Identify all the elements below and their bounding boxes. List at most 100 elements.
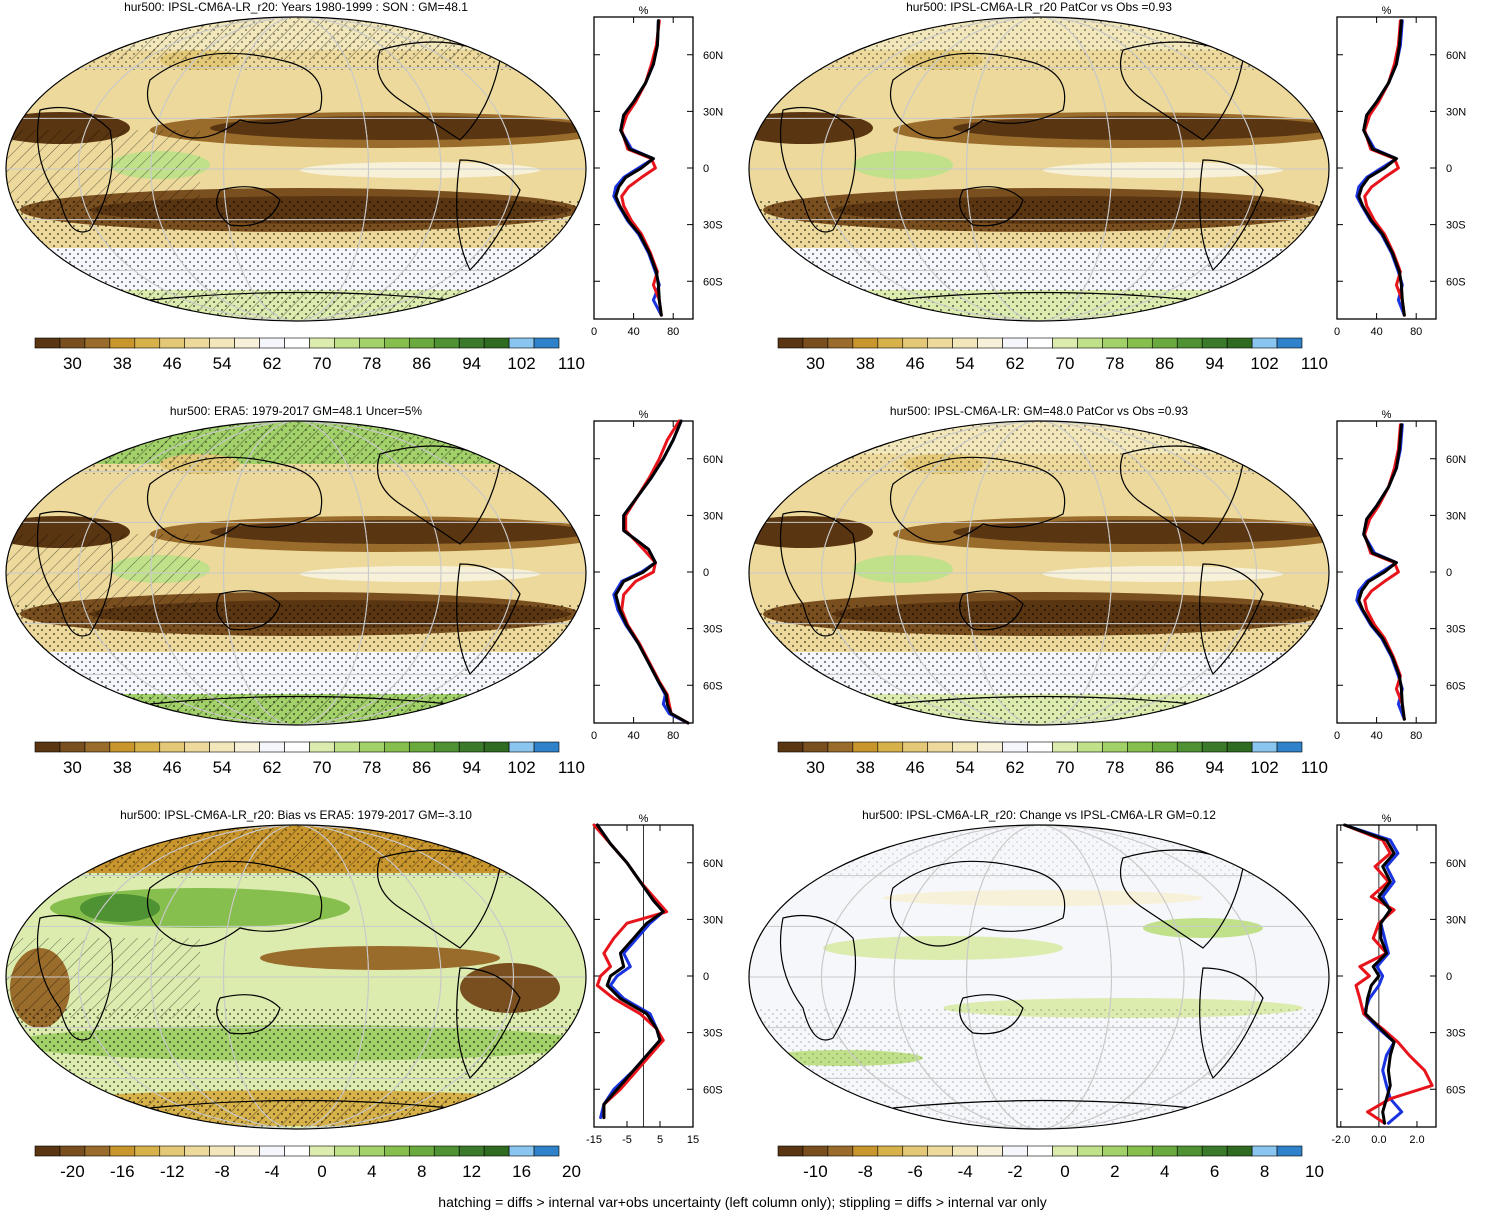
colorbar-swatch	[952, 741, 978, 753]
panel-graphics: -20 -16 -12 -8 -4 0 4 8 12 16 20%60N30N030S60S-15-…	[5, 813, 723, 1181]
colorbar-label: 12	[462, 1162, 481, 1181]
colorbar-label: 110	[558, 758, 585, 777]
colorbar-swatch	[259, 741, 285, 753]
profile-x-tick-label: 40	[627, 730, 639, 742]
colorbar-swatch	[508, 741, 535, 753]
colorbar-swatch	[927, 741, 953, 753]
profile-unit: %	[639, 813, 649, 825]
map-panel-2: hur500: IPSL-CM6A-LR_r20 PatCor vs Obs =…	[743, 0, 1485, 404]
colorbar-label: 102	[1250, 758, 1278, 777]
colorbar-label: -8	[858, 1162, 873, 1181]
colorbar-swatch	[334, 337, 360, 349]
colorbar-swatch	[852, 741, 879, 753]
map-panel-3: hur500: ERA5: 1979-2017 GM=48.1 Uncer=5%…	[0, 404, 742, 808]
zonal-profile: % 60N 30N 0 30S 60S 0 40 80	[591, 5, 723, 338]
colorbar-swatch	[1276, 337, 1303, 349]
profile-series-line	[1343, 823, 1404, 1125]
colorbar-swatch	[259, 337, 285, 349]
colorbar-label: 70	[1055, 354, 1074, 373]
zonal-profile: % 60N 30N 0 30S 60S 0 40 80	[591, 409, 723, 742]
lat-tick-label: 0	[1446, 163, 1452, 175]
colorbar-label: -2	[1007, 1162, 1022, 1181]
colorbar-label: 30	[63, 354, 82, 373]
colorbar-label: 0	[1060, 1162, 1069, 1181]
colorbar-swatch	[34, 741, 61, 753]
colorbar-label: 86	[412, 758, 431, 777]
colorbar-label: 102	[507, 354, 535, 373]
colorbar-swatch	[433, 337, 460, 349]
colorbar-label: 102	[1250, 354, 1278, 373]
colorbar-label: 10	[1305, 1162, 1324, 1181]
colorbar-swatch	[952, 1145, 978, 1157]
colorbar: 30 38 46 54 62 70 78 86 94 102 110	[777, 337, 1328, 373]
profile-x-tick-label: 2.0	[1409, 1134, 1424, 1146]
colorbar-swatch	[802, 741, 829, 753]
footer-note: hatching = diffs > internal var+obs unce…	[438, 1194, 1047, 1210]
panel-title: hur500: IPSL-CM6A-LR_r20: Years 1980-199…	[124, 0, 468, 14]
colorbar-swatch	[84, 337, 111, 349]
colorbar-swatch	[433, 1145, 460, 1157]
colorbar-swatch	[159, 337, 186, 349]
colorbar-swatch	[1276, 741, 1303, 753]
lat-tick-label: 30N	[703, 106, 723, 118]
colorbar: 30 38 46 54 62 70 78 86 94 102 110	[34, 741, 585, 777]
colorbar-label: -16	[110, 1162, 135, 1181]
colorbar-swatch	[309, 337, 335, 349]
profile-series-line	[1343, 823, 1434, 1125]
lat-tick-label: 30S	[1446, 1028, 1466, 1040]
colorbar-label: 30	[806, 354, 825, 373]
lat-tick-label: 0	[703, 971, 709, 983]
map-field	[6, 17, 586, 321]
colorbar-swatch	[59, 741, 86, 753]
colorbar-swatch	[384, 337, 410, 349]
profile-x-tick-label: 40	[1370, 730, 1382, 742]
colorbar-label: -8	[215, 1162, 230, 1181]
colorbar-swatch	[483, 741, 510, 753]
colorbar-swatch	[408, 337, 435, 349]
colorbar-label: 2	[1110, 1162, 1119, 1181]
panel-title: hur500: ERA5: 1979-2017 GM=48.1 Uncer=5%	[169, 404, 423, 418]
profile-series-line	[614, 419, 690, 725]
profile-x-tick-label: -2.0	[1331, 1134, 1350, 1146]
colorbar-swatch	[359, 741, 385, 753]
colorbar-swatch	[902, 741, 929, 753]
profile-x-tick-label: 80	[667, 326, 679, 338]
colorbar-swatch	[408, 741, 435, 753]
colorbar-label: 4	[1160, 1162, 1169, 1181]
colorbar-swatch	[334, 1145, 360, 1157]
colorbar-swatch	[384, 1145, 410, 1157]
colorbar-swatch	[977, 1145, 1003, 1157]
colorbar-label: 54	[956, 354, 975, 373]
profile-x-tick-label: -5	[622, 1134, 632, 1146]
colorbar-label: 94	[1205, 758, 1224, 777]
profile-series-line	[595, 823, 665, 1120]
colorbar-label: 46	[906, 354, 925, 373]
colorbar-label: 94	[462, 758, 481, 777]
colorbar-swatch	[802, 337, 829, 349]
colorbar-swatch	[109, 337, 136, 349]
lat-tick-label: 0	[703, 567, 709, 579]
colorbar-swatch	[927, 1145, 953, 1157]
profile-unit: %	[639, 409, 649, 421]
colorbar-label: 78	[362, 354, 381, 373]
colorbar-swatch	[1151, 337, 1178, 349]
profile-x-tick-label: 80	[667, 730, 679, 742]
colorbar-label: -20	[60, 1162, 85, 1181]
map-panel-6: hur500: IPSL-CM6A-LR_r20: Change vs IPSL…	[743, 808, 1485, 1212]
colorbar-label: 54	[213, 758, 232, 777]
colorbar-swatch	[59, 337, 86, 349]
colorbar-swatch	[1102, 1145, 1128, 1157]
colorbar-swatch	[234, 337, 260, 349]
colorbar-label: 70	[1055, 758, 1074, 777]
lat-tick-label: 60N	[1446, 858, 1466, 870]
profile-series-line	[1357, 423, 1406, 721]
colorbar-swatch	[1226, 741, 1253, 753]
colorbar-swatch	[827, 741, 854, 753]
panel-graphics: 30 38 46 54 62 70 78 86 94 102 110% 60N 30N 0 30S 60S 0 4…	[5, 409, 723, 777]
colorbar-swatch	[1151, 741, 1178, 753]
lat-tick-label: 60S	[1446, 680, 1466, 692]
colorbar-label: 62	[1006, 758, 1025, 777]
colorbar-swatch	[902, 337, 929, 349]
panel-title: hur500: IPSL-CM6A-LR_r20: Bias vs ERA5: …	[120, 808, 472, 822]
colorbar-label: 20	[562, 1162, 581, 1181]
